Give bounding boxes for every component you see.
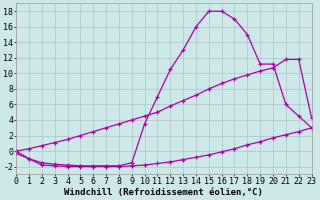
X-axis label: Windchill (Refroidissement éolien,°C): Windchill (Refroidissement éolien,°C): [64, 188, 263, 197]
